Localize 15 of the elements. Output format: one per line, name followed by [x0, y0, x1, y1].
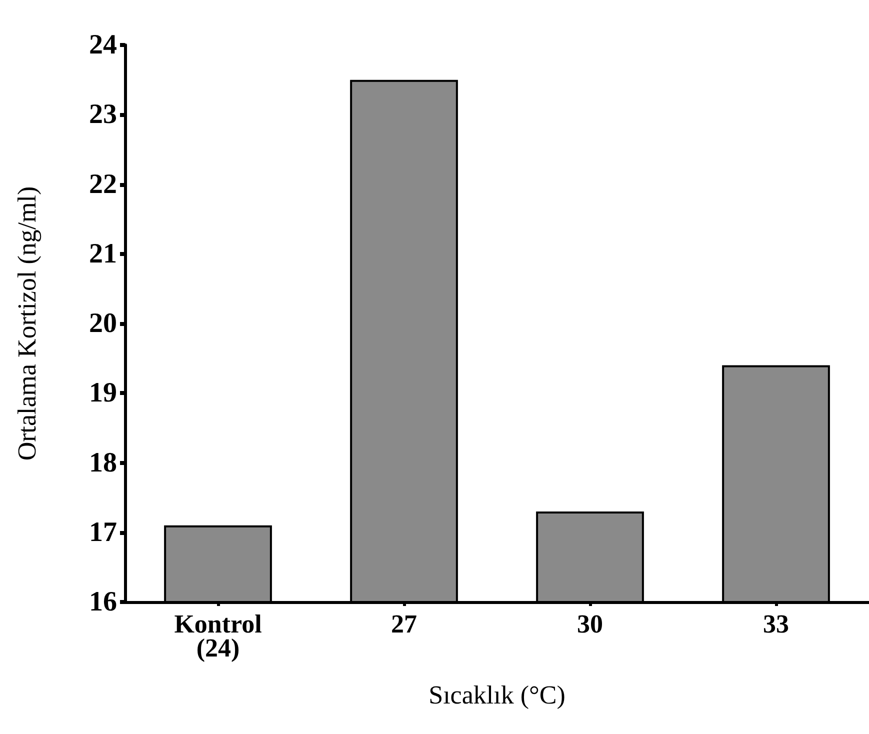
x-tick-label: 30 — [577, 610, 603, 638]
y-tick-label: 23 — [89, 99, 117, 130]
x-axis-title: Sıcaklık (°C) — [428, 680, 566, 710]
y-tick-label: 18 — [89, 447, 117, 478]
y-tick-label: 21 — [89, 238, 117, 270]
x-tick-label: 33 — [763, 610, 789, 638]
y-axis-title: Ortalama Kortizol (ng/ml) — [12, 186, 42, 461]
y-tick-label: 24 — [89, 30, 117, 60]
x-tick-label: 27 — [391, 610, 417, 638]
y-tick-label: 16 — [89, 586, 117, 618]
x-tick-label: Kontrol (24) — [174, 610, 262, 662]
y-tick-label: 20 — [89, 308, 117, 339]
y-tick-label: 19 — [89, 378, 117, 409]
y-tick-label: 17 — [89, 516, 117, 548]
y-tick-label: 22 — [89, 168, 117, 200]
